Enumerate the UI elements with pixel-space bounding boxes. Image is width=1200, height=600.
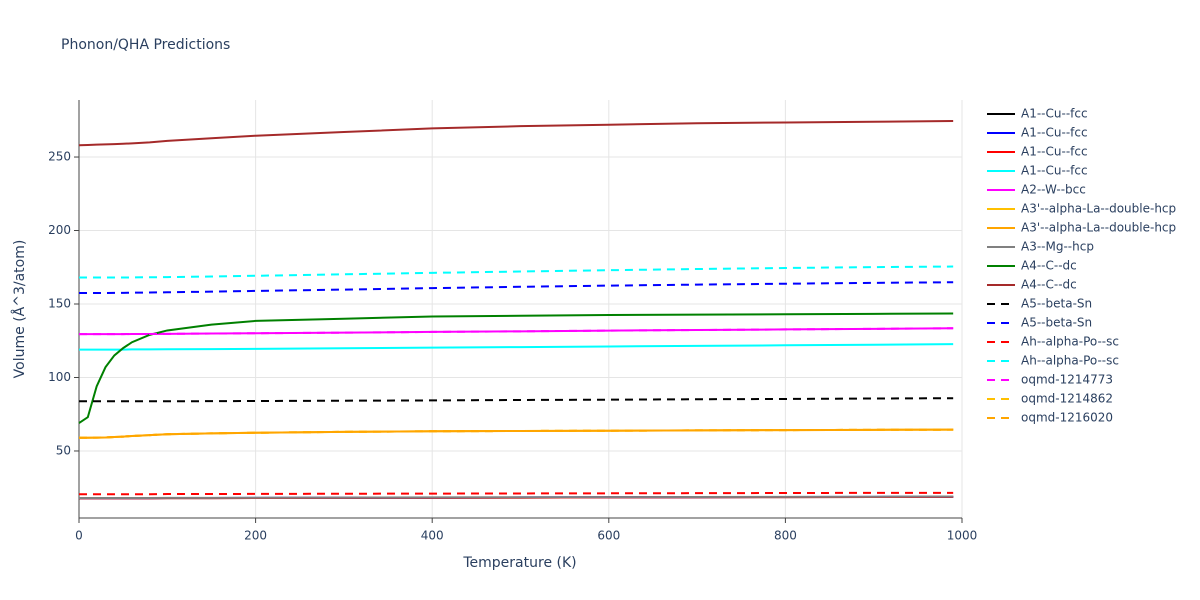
x-tick-label: 1000	[947, 529, 978, 543]
legend-label: oqmd-1214773	[1021, 373, 1113, 387]
legend-label: A1--Cu--fcc	[1021, 164, 1088, 178]
series-line	[79, 495, 954, 500]
y-tick-label: 200	[48, 223, 71, 237]
x-tick-label: 600	[597, 529, 620, 543]
legend-label: A3--Mg--hcp	[1021, 240, 1094, 254]
series-line	[79, 491, 954, 496]
legend-label: A3'--alpha-La--double-hcp	[1021, 202, 1176, 216]
x-axis-label: Temperature (K)	[462, 555, 576, 571]
y-tick-label: 250	[48, 150, 71, 164]
y-tick-label: 100	[48, 370, 71, 384]
legend-label: A1--Cu--fcc	[1021, 145, 1088, 159]
x-tick-label: 400	[421, 529, 444, 543]
series-line	[78, 120, 954, 147]
chart-title: Phonon/QHA Predictions	[61, 37, 230, 53]
legend-label: Ah--alpha-Po--sc	[1021, 335, 1119, 349]
series-line	[79, 343, 954, 351]
series-line	[79, 327, 954, 336]
legend-label: A3'--alpha-La--double-hcp	[1021, 221, 1176, 235]
x-tick-label: 800	[774, 529, 797, 543]
legend-label: oqmd-1216020	[1021, 411, 1113, 425]
series-line	[79, 428, 954, 439]
series-line	[79, 281, 954, 294]
y-tick-label: 50	[56, 443, 71, 457]
legend-label: oqmd-1214862	[1021, 392, 1113, 406]
y-tick-label: 150	[48, 297, 71, 311]
y-axis-label: Volume (Å^3/atom)	[11, 240, 28, 379]
legend-label: Ah--alpha-Po--sc	[1021, 354, 1119, 368]
legend-label: A5--beta-Sn	[1021, 297, 1092, 311]
series-line	[79, 265, 954, 279]
legend-label: A4--C--dc	[1021, 278, 1077, 292]
legend-label: A1--Cu--fcc	[1021, 107, 1088, 121]
legend-label: A5--beta-Sn	[1021, 316, 1092, 330]
series-line	[79, 397, 954, 403]
legend-label: A1--Cu--fcc	[1021, 126, 1088, 140]
x-tick-label: 200	[244, 529, 267, 543]
legend-label: A4--C--dc	[1021, 259, 1077, 273]
legend-label: A2--W--bcc	[1021, 183, 1086, 197]
x-tick-label: 0	[75, 529, 83, 543]
series-line	[78, 312, 954, 424]
